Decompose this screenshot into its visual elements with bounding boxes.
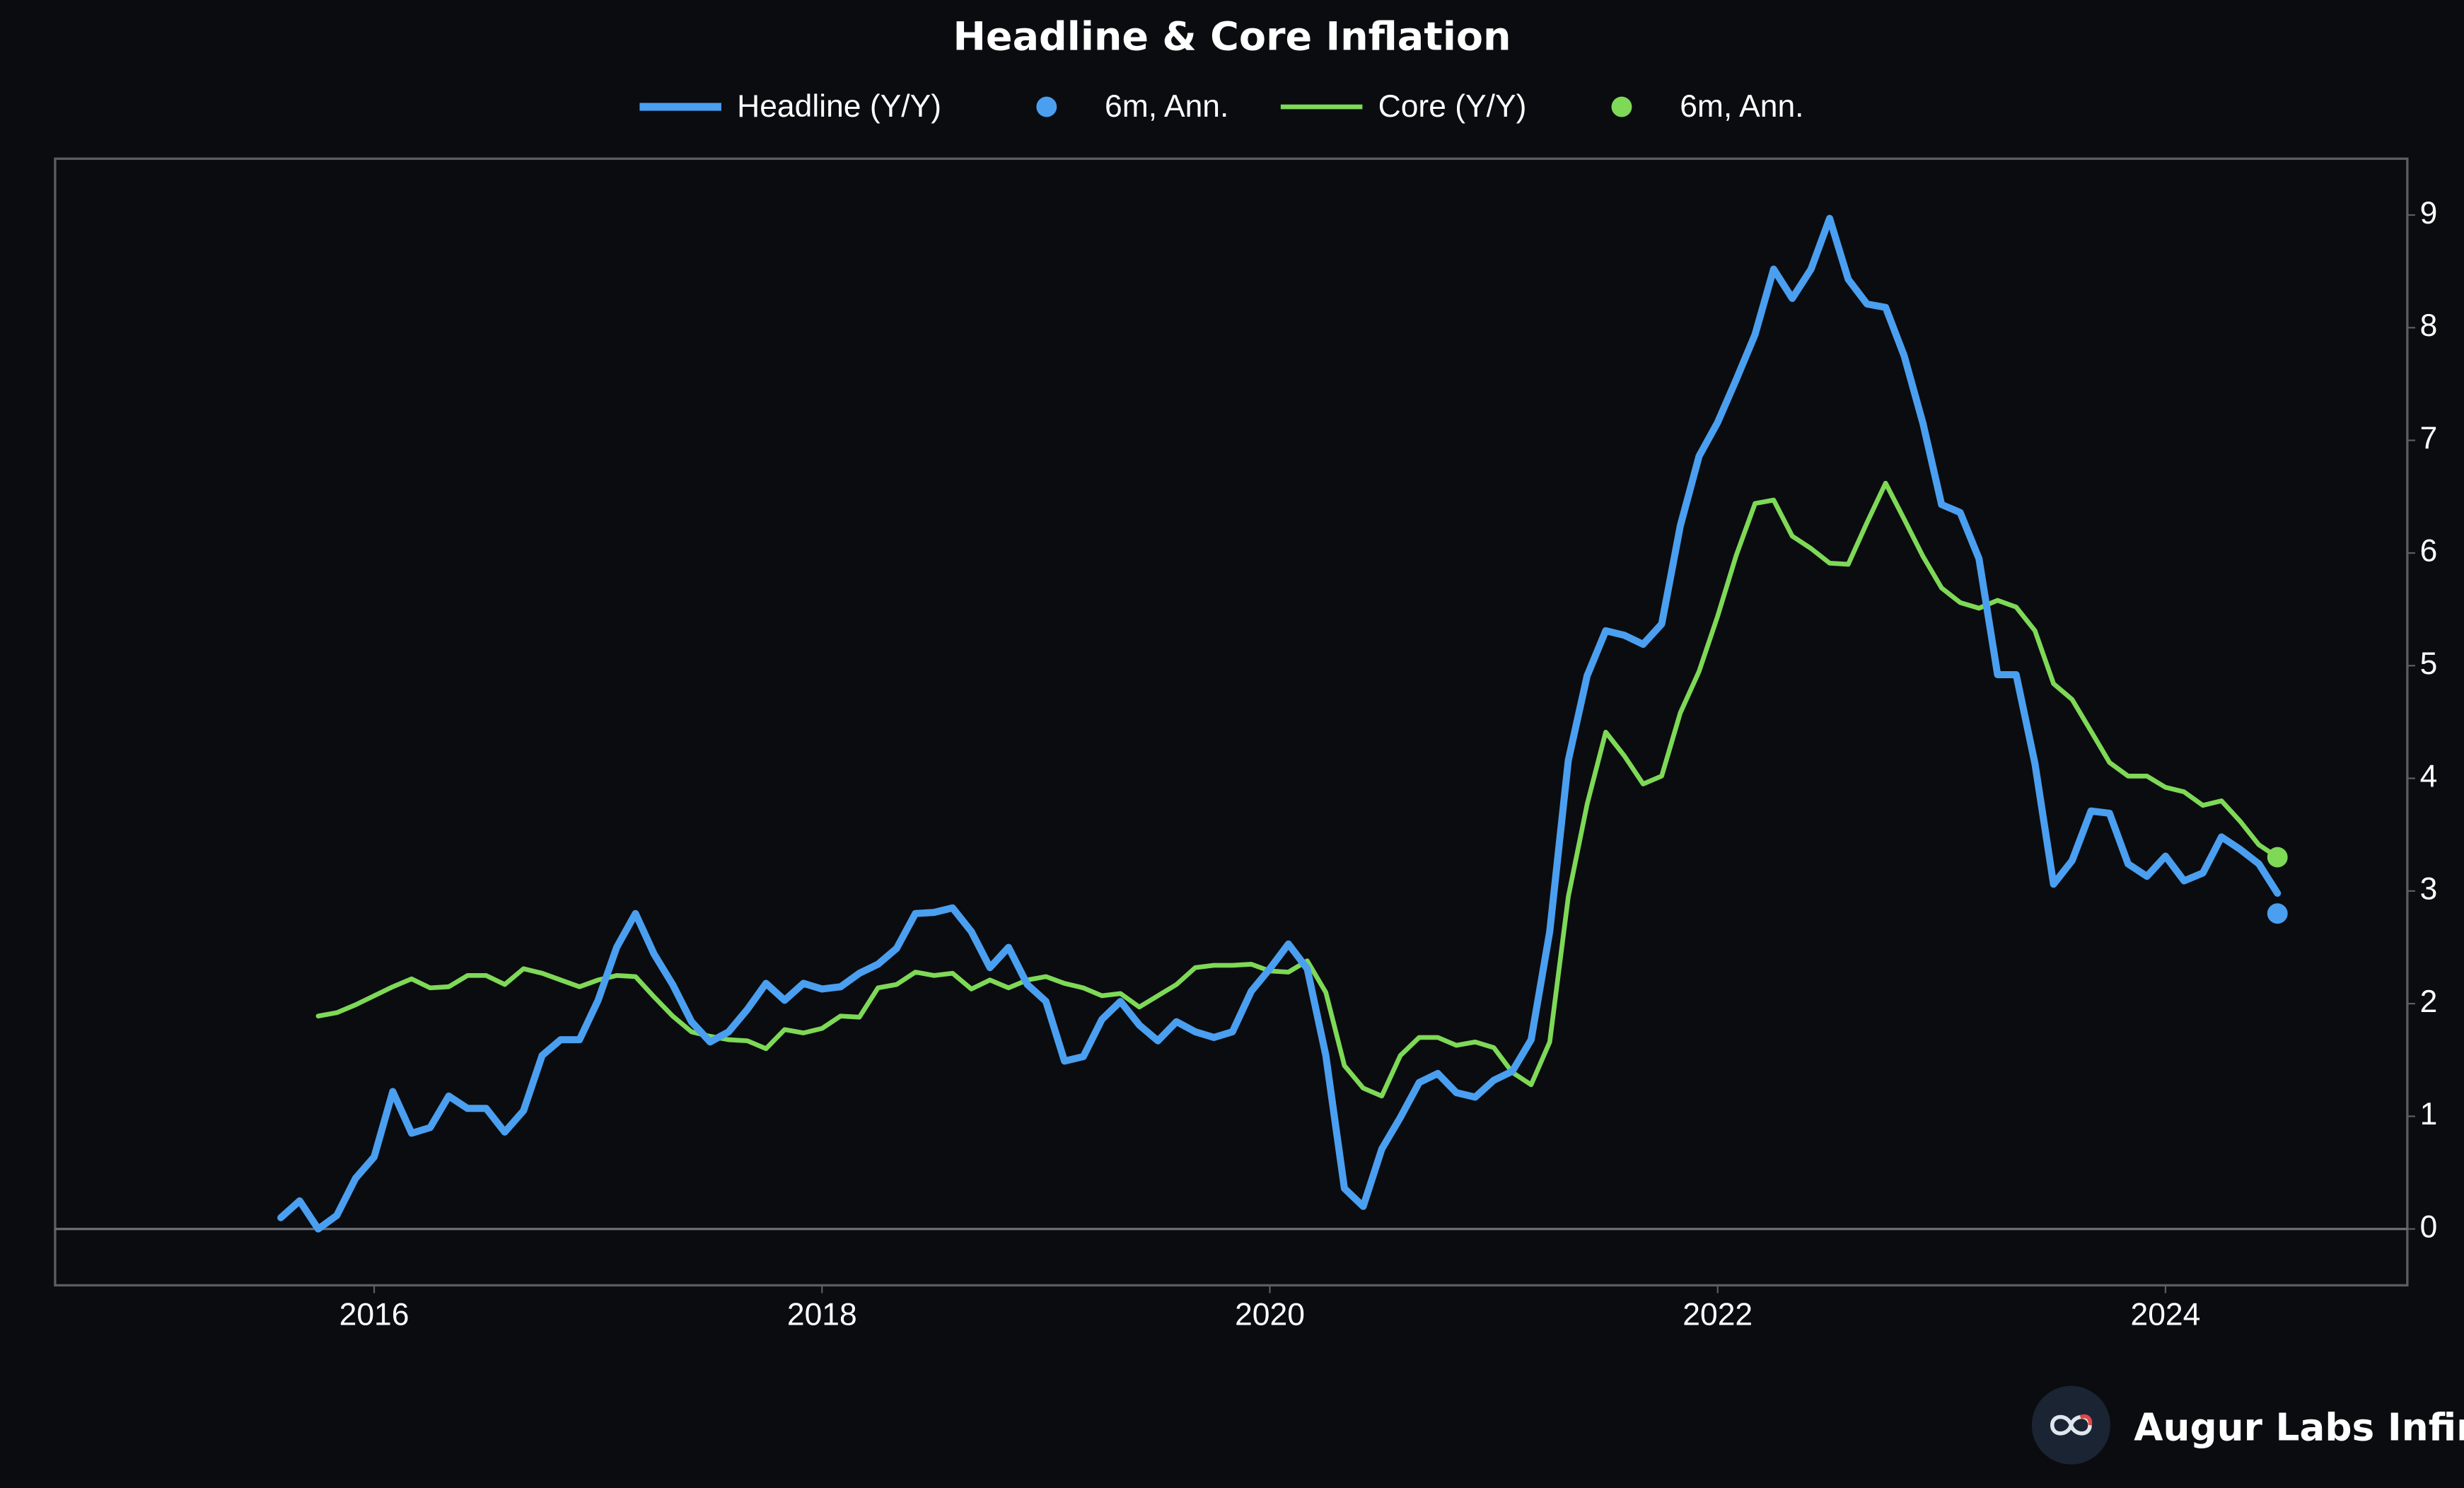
- x-tick-label: 2024: [2131, 1298, 2201, 1332]
- y-tick-label: 9: [2420, 196, 2438, 231]
- x-tick-label: 2020: [1235, 1298, 1305, 1332]
- legend-swatch: [1611, 96, 1632, 117]
- y-tick-label: 8: [2420, 308, 2438, 343]
- y-tick-label: 4: [2420, 759, 2438, 794]
- y-tick-label: 7: [2420, 421, 2438, 455]
- legend-label: Core (Y/Y): [1378, 89, 1527, 124]
- plot-frame: [54, 157, 2409, 1287]
- logo-accent: [2079, 1414, 2093, 1426]
- y-tick-label: 1: [2420, 1097, 2438, 1132]
- y-tick-label: 5: [2420, 646, 2438, 681]
- legend-label: 6m, Ann.: [1105, 89, 1228, 124]
- y-tick-label: 0: [2420, 1209, 2438, 1244]
- legend-label: 6m, Ann.: [1680, 89, 1803, 124]
- series-line: [315, 480, 2280, 1099]
- x-tick-label: 2018: [787, 1298, 857, 1332]
- x-tick-label: 2022: [1683, 1298, 1753, 1332]
- y-tick-label: 2: [2420, 984, 2438, 1019]
- logo: Augur Labs Infinity: [2031, 1385, 2464, 1465]
- y-tick-label: 3: [2420, 872, 2438, 907]
- y-tick-label: 6: [2420, 534, 2438, 569]
- marker: [2267, 847, 2288, 868]
- marker: [2267, 903, 2288, 924]
- legend-label: Headline (Y/Y): [737, 89, 941, 124]
- logo-text: Augur Labs Infinity: [2134, 1405, 2464, 1449]
- x-tick-label: 2016: [339, 1298, 409, 1332]
- series-line: [277, 214, 2282, 1233]
- legend-swatch: [1036, 96, 1057, 117]
- chart-title: Headline & Core Inflation: [953, 14, 1511, 60]
